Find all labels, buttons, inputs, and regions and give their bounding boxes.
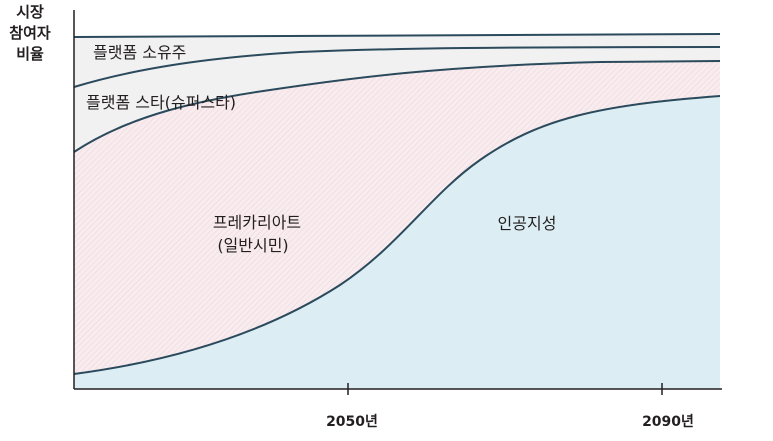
label-platform-owner: 플랫폼 소유주 [93,43,186,62]
y-axis-label-line-1: 시장 [16,3,44,21]
line-platform-star-top [73,46,721,88]
area-platform-star [74,47,720,152]
label-ai: 인공지성 [498,214,557,233]
x-tick-label-2090: 2090년 [642,414,694,430]
area-precariat [74,61,720,374]
line-platform-owner-top [73,33,721,38]
y-axis-label-line-3: 비율 [16,45,44,63]
y-axis-label: 시장 참여자 비율 [4,2,56,65]
line-precariat-top [73,60,721,153]
label-precariat: 프레카리아트 [213,213,301,232]
line-ai-top [73,95,721,375]
label-precariat-sub: (일반시민) [217,236,288,255]
label-platform-star: 플랫폼 스타(슈퍼스타) [86,93,236,112]
y-axis-label-line-2: 참여자 [9,24,51,42]
x-tick-label-2050: 2050년 [326,414,378,430]
area-ai [74,96,720,389]
